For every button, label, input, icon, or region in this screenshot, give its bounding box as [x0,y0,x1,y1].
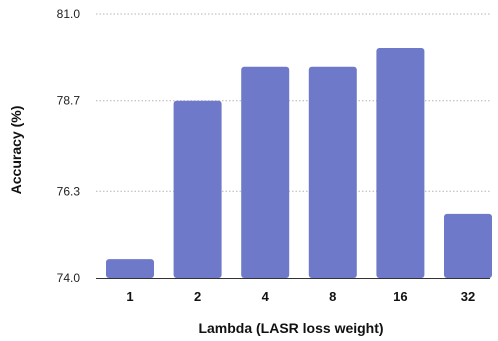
bar-4 [241,66,290,278]
y-tick-label: 81.0 [57,7,81,21]
x-tick-label: 8 [329,289,336,304]
bars [106,47,492,278]
x-tick-label: 4 [262,289,270,304]
bar-8 [308,66,357,278]
y-tick-labels: 74.0 76.3 78.7 81.0 [57,7,81,285]
bar-16 [376,47,425,278]
gridlines [96,13,490,192]
x-tick-label: 2 [194,289,201,304]
y-tick-label: 74.0 [57,271,81,285]
x-tick-label: 16 [393,289,407,304]
y-axis-title: Accuracy (%) [8,106,24,195]
x-tick-label: 1 [126,289,133,304]
x-axis-title: Lambda (LASR loss weight) [198,320,383,336]
x-tick-label: 32 [461,289,475,304]
bar-1 [106,259,154,278]
bar-32 [444,213,492,278]
x-tick-labels: 1 2 4 8 16 32 [126,289,475,304]
y-tick-label: 78.7 [57,94,81,108]
y-tick-label: 76.3 [57,184,81,198]
bar-2 [173,100,222,278]
